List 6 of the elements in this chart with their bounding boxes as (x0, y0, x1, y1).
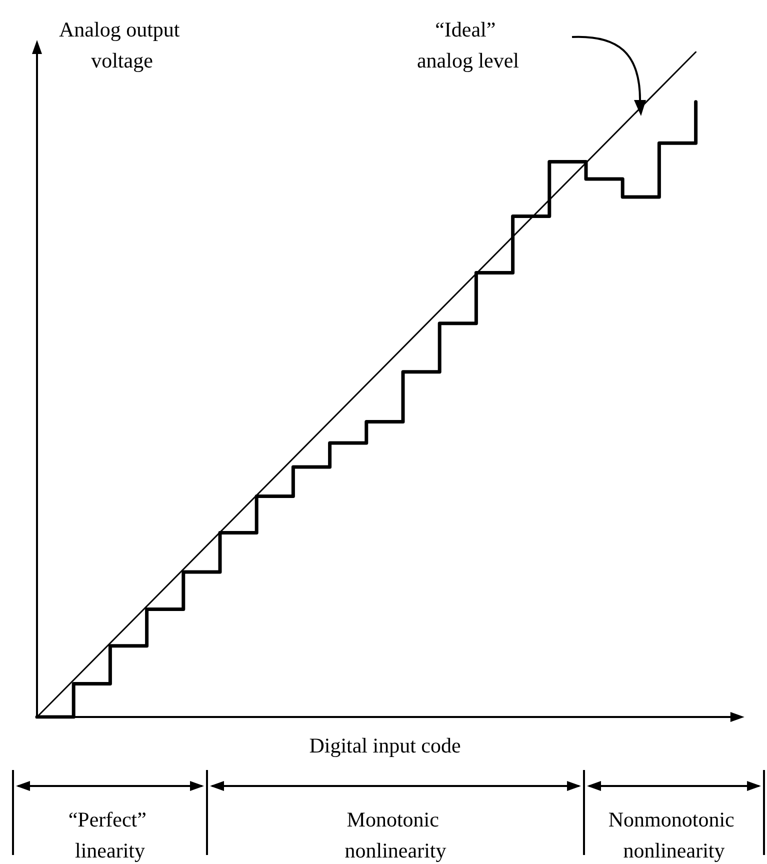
text: Monotonic nonlinearity (344, 808, 447, 862)
y-axis-title: Analog output voltage (59, 18, 185, 72)
text: “Perfect” linearity (68, 808, 152, 862)
x-axis-title: Digital input code (309, 734, 461, 758)
text: Nonmonotonic nonlinearity (608, 808, 740, 862)
annotation: “Ideal” analog level (416, 18, 520, 72)
